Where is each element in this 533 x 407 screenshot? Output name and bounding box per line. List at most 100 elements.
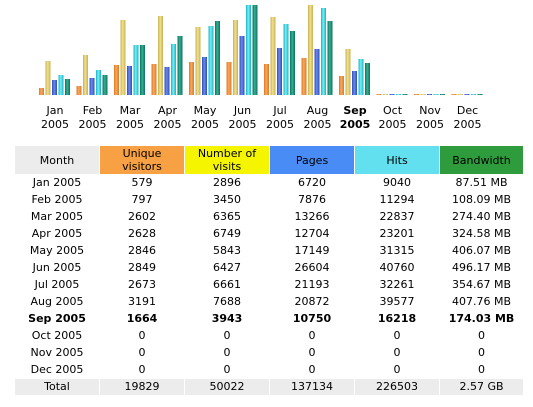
table-row: Jan 2005 579 2896 6720 9040 87.51 MB [15,175,523,191]
bar-hits-nov [433,94,439,95]
cell-month: Sep 2005 [28,312,86,325]
bar-bandwidth-aug [327,21,333,95]
cell-number-of-visits: 0 [223,363,231,376]
cell-hits: 16218 [377,312,417,325]
cell-month: Dec 2005 [30,363,84,376]
cell-number-of-visits: 6427 [213,261,241,274]
bar-pages-jun [239,36,245,95]
cell-bandwidth: 174.03 MB [448,312,515,325]
cell-hits: 11294 [379,193,415,206]
cell-bandwidth: 0 [478,329,485,342]
x-tick-year-sep: 2005 [340,118,371,131]
x-tick-year-nov: 2005 [416,118,444,131]
table-row: Dec 2005 0 0 0 0 0 [15,362,523,378]
total-bandwidth: 2.57 GB [440,379,523,395]
cell-unique-visitors: 2673 [128,278,156,291]
bar-unique-visitors-sep [339,76,344,95]
bar-bandwidth-apr [177,36,183,95]
cell-bandwidth: 406.07 MB [451,244,512,257]
x-tick-year-aug: 2005 [304,118,332,131]
cell-pages: 10750 [292,312,332,325]
cell-month: Oct 2005 [31,329,83,342]
cell-number-of-visits: 6365 [213,210,241,223]
cell-pages: 0 [308,346,316,359]
bar-number-of-visits-aug [308,5,313,95]
bar-number-of-visits-nov [420,94,426,95]
x-tick-year-jun: 2005 [229,118,257,131]
bar-hits-dec [471,94,476,95]
cell-number-of-visits: 6661 [213,278,241,291]
x-tick-year-jan: 2005 [41,118,69,131]
cell-hits: 0 [393,329,401,342]
monthly-history-chart: Jan 2005 Feb 2005 Mar 2005 Apr 2005 May 2005 Jun 20… [0,0,533,135]
cell-hits: 9040 [383,176,411,189]
cell-pages: 26604 [294,261,330,274]
cell-month: Jun 2005 [32,261,82,274]
bar-unique-visitors-jun [226,62,232,95]
cell-number-of-visits: 3943 [211,312,243,325]
header-month: Month [15,146,99,174]
bar-hits-jul [283,24,289,95]
bar-number-of-visits-jan [45,61,51,95]
x-tick-month-jul: Jul [272,104,286,117]
bar-unique-visitors-aug [301,58,307,95]
cell-hits: 0 [393,363,401,376]
bar-number-of-visits-sep [345,49,351,95]
cell-pages: 0 [308,363,316,376]
bar-bandwidth-nov [440,94,445,95]
bar-chart-canvas: Jan2005Feb2005Mar2005Apr2005May2005Jun20… [39,5,483,131]
cell-unique-visitors: 2602 [128,210,156,223]
cell-pages: 21193 [294,278,330,291]
bar-pages-nov [427,94,432,95]
bar-bandwidth-feb [102,75,108,95]
bar-unique-visitors-mar [114,65,119,95]
bar-number-of-visits-dec [458,94,463,95]
cell-month: Mar 2005 [30,210,84,223]
cell-number-of-visits: 5843 [213,244,241,257]
cell-hits: 31315 [379,244,415,257]
total-label: Total [15,379,99,395]
x-tick-month-nov: Nov [419,104,441,117]
cell-number-of-visits: 6749 [213,227,241,240]
header-bandwidth: Bandwidth [440,146,523,174]
cell-month: Nov 2005 [30,346,84,359]
cell-unique-visitors: 579 [131,176,153,189]
cell-bandwidth: 87.51 MB [455,176,508,189]
x-tick-year-dec: 2005 [454,118,482,131]
total-pages: 137134 [270,379,354,395]
cell-month: Jan 2005 [32,176,82,189]
bar-pages-feb [89,78,95,95]
table-row: Mar 2005 2602 6365 13266 22837 274.40 MB [15,209,523,225]
cell-bandwidth: 407.76 MB [451,295,512,308]
table-row: May 2005 2846 5843 17149 31315 406.07 MB [15,243,523,259]
total-visits: 50022 [185,379,269,395]
cell-hits: 23201 [379,227,415,240]
bar-number-of-visits-mar [120,20,126,95]
table-row: Aug 2005 3191 7688 20872 39577 407.76 MB [15,294,523,310]
cell-pages: 0 [308,329,316,342]
bar-bandwidth-mar [140,45,145,95]
bar-pages-aug [314,49,320,95]
bar-hits-may [208,26,214,95]
cell-number-of-visits: 7688 [213,295,241,308]
cell-unique-visitors: 3191 [128,295,156,308]
cell-number-of-visits: 2896 [213,176,241,189]
x-tick-month-feb: Feb [83,104,102,117]
bar-bandwidth-sep [365,63,370,95]
cell-pages: 20872 [294,295,330,308]
cell-unique-visitors: 2846 [128,244,156,257]
table-row: Nov 2005 0 0 0 0 0 [15,345,523,361]
cell-unique-visitors: 1664 [126,312,158,325]
cell-pages: 12704 [294,227,330,240]
x-tick-month-apr: Apr [158,104,178,117]
cell-bandwidth: 496.17 MB [451,261,512,274]
cell-unique-visitors: 2628 [128,227,156,240]
x-tick-year-apr: 2005 [154,118,182,131]
cell-month: Feb 2005 [31,193,83,206]
header-number-of-visits: Number of visits [185,146,269,174]
bar-unique-visitors-dec [451,94,457,95]
cell-unique-visitors: 0 [138,329,146,342]
bar-unique-visitors-jul [264,64,269,95]
bar-hits-oct [396,94,401,95]
cell-pages: 17149 [294,244,330,257]
